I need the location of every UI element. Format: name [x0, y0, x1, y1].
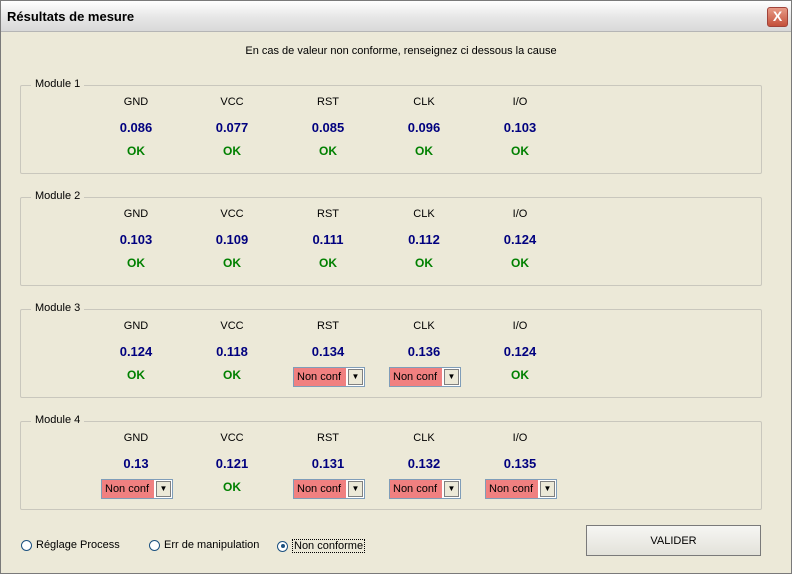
measure-value-vcc: 0.109: [215, 232, 249, 247]
column-header-io: I/O: [512, 432, 528, 444]
status-ok-gnd: OK: [127, 144, 145, 158]
dropdown-arrow-icon[interactable]: ▼: [444, 369, 459, 385]
module-2-group: Module 2 GND 0.103 OK VCC 0.109 OK RST 0.111 OK CL…: [20, 190, 762, 286]
status-ok-gnd: OK: [127, 256, 145, 270]
measure-value-rst: 0.085: [311, 120, 345, 135]
measure-value-gnd: 0.124: [119, 344, 153, 359]
dropdown-arrow-icon[interactable]: ▼: [540, 481, 555, 497]
measure-value-clk: 0.132: [407, 456, 441, 471]
measure-value-vcc: 0.077: [215, 120, 249, 135]
column-header-vcc: VCC: [220, 320, 244, 332]
cause-dropdown-gnd[interactable]: Non conf ▼: [101, 479, 173, 499]
cause-dropdown-clk[interactable]: Non conf ▼: [389, 479, 461, 499]
dropdown-arrow-icon[interactable]: ▼: [348, 481, 363, 497]
instruction-text: En cas de valeur non conforme, renseigne…: [245, 45, 557, 57]
radio-err-manipulation-circle[interactable]: [149, 539, 160, 551]
column-header-rst: RST: [317, 96, 339, 108]
measure-value-io: 0.135: [503, 456, 537, 471]
column-header-gnd: GND: [123, 96, 149, 108]
status-ok-io: OK: [511, 256, 529, 270]
column-header-clk: CLK: [413, 96, 435, 108]
column-header-io: I/O: [512, 320, 528, 332]
measure-value-vcc: 0.121: [215, 456, 249, 471]
dropdown-value: Non conf: [102, 480, 154, 498]
measure-value-gnd: 0.086: [119, 120, 153, 135]
module-title: Module 3: [31, 302, 85, 314]
dropdown-value: Non conf: [486, 480, 538, 498]
measure-value-gnd: 0.13: [123, 456, 149, 471]
dropdown-arrow-icon[interactable]: ▼: [156, 481, 171, 497]
column-header-vcc: VCC: [220, 96, 244, 108]
dropdown-value: Non conf: [294, 480, 346, 498]
cause-dropdown-clk[interactable]: Non conf ▼: [389, 367, 461, 387]
module-title: Module 2: [31, 190, 85, 202]
column-header-vcc: VCC: [220, 432, 244, 444]
column-header-rst: RST: [317, 320, 339, 332]
module-3-group: Module 3 GND 0.124 OK VCC 0.118 OK RST 0.134 Non …: [20, 302, 762, 398]
measure-value-clk: 0.112: [408, 232, 440, 247]
column-header-gnd: GND: [123, 432, 149, 444]
radio-non-conforme-label: Non conforme: [292, 539, 366, 553]
dropdown-arrow-icon[interactable]: ▼: [348, 369, 363, 385]
measure-value-clk: 0.096: [407, 120, 441, 135]
measure-value-io: 0.124: [503, 232, 537, 247]
radio-err-manipulation-label: Err de manipulation: [164, 539, 260, 551]
status-ok-vcc: OK: [223, 144, 241, 158]
status-ok-io: OK: [511, 368, 529, 382]
column-header-io: I/O: [512, 96, 528, 108]
measure-value-vcc: 0.118: [216, 344, 248, 359]
column-header-clk: CLK: [413, 208, 435, 220]
column-header-clk: CLK: [413, 320, 435, 332]
measure-value-gnd: 0.103: [119, 232, 153, 247]
dropdown-value: Non conf: [390, 368, 442, 386]
radio-reglage-process-circle[interactable]: [21, 539, 32, 551]
cause-dropdown-rst[interactable]: Non conf ▼: [293, 479, 365, 499]
measure-value-io: 0.103: [503, 120, 537, 135]
status-ok-rst: OK: [319, 256, 337, 270]
module-title: Module 4: [31, 414, 85, 426]
cause-dropdown-rst[interactable]: Non conf ▼: [293, 367, 365, 387]
column-header-clk: CLK: [413, 432, 435, 444]
radio-reglage-process[interactable]: Réglage Process: [21, 539, 120, 551]
column-header-rst: RST: [317, 208, 339, 220]
validate-button[interactable]: VALIDER: [586, 525, 761, 556]
dropdown-value: Non conf: [390, 480, 442, 498]
column-header-io: I/O: [512, 208, 528, 220]
status-ok-io: OK: [511, 144, 529, 158]
module-title: Module 1: [31, 78, 85, 90]
status-ok-gnd: OK: [127, 368, 145, 382]
measure-value-rst: 0.131: [311, 456, 345, 471]
status-ok-rst: OK: [319, 144, 337, 158]
status-ok-vcc: OK: [223, 256, 241, 270]
module-4-group: Module 4 GND 0.13 Non conf ▼ VCC 0.121 OK RST 0.1…: [20, 414, 762, 510]
radio-non-conforme-circle[interactable]: [277, 540, 288, 552]
radio-err-manipulation[interactable]: Err de manipulation: [149, 539, 259, 551]
radio-non-conforme[interactable]: Non conforme: [277, 539, 366, 553]
window-title: Résultats de mesure: [7, 9, 135, 24]
status-ok-clk: OK: [415, 144, 433, 158]
measure-value-io: 0.124: [503, 344, 537, 359]
status-ok-clk: OK: [415, 256, 433, 270]
cause-dropdown-io[interactable]: Non conf ▼: [485, 479, 557, 499]
radio-reglage-process-label: Réglage Process: [36, 539, 120, 551]
dropdown-arrow-icon[interactable]: ▼: [444, 481, 459, 497]
measure-value-rst: 0.111: [312, 232, 344, 247]
measure-value-clk: 0.136: [407, 344, 441, 359]
close-button[interactable]: X: [767, 7, 788, 27]
column-header-gnd: GND: [123, 320, 149, 332]
column-header-gnd: GND: [123, 208, 149, 220]
status-ok-vcc: OK: [223, 368, 241, 382]
status-ok-vcc: OK: [223, 480, 241, 494]
column-header-vcc: VCC: [220, 208, 244, 220]
title-bar: Résultats de mesure X: [1, 1, 791, 32]
column-header-rst: RST: [317, 432, 339, 444]
measure-value-rst: 0.134: [311, 344, 345, 359]
module-1-group: Module 1 GND 0.086 OK VCC 0.077 OK RST 0.085 OK CL…: [20, 78, 762, 174]
dropdown-value: Non conf: [294, 368, 346, 386]
